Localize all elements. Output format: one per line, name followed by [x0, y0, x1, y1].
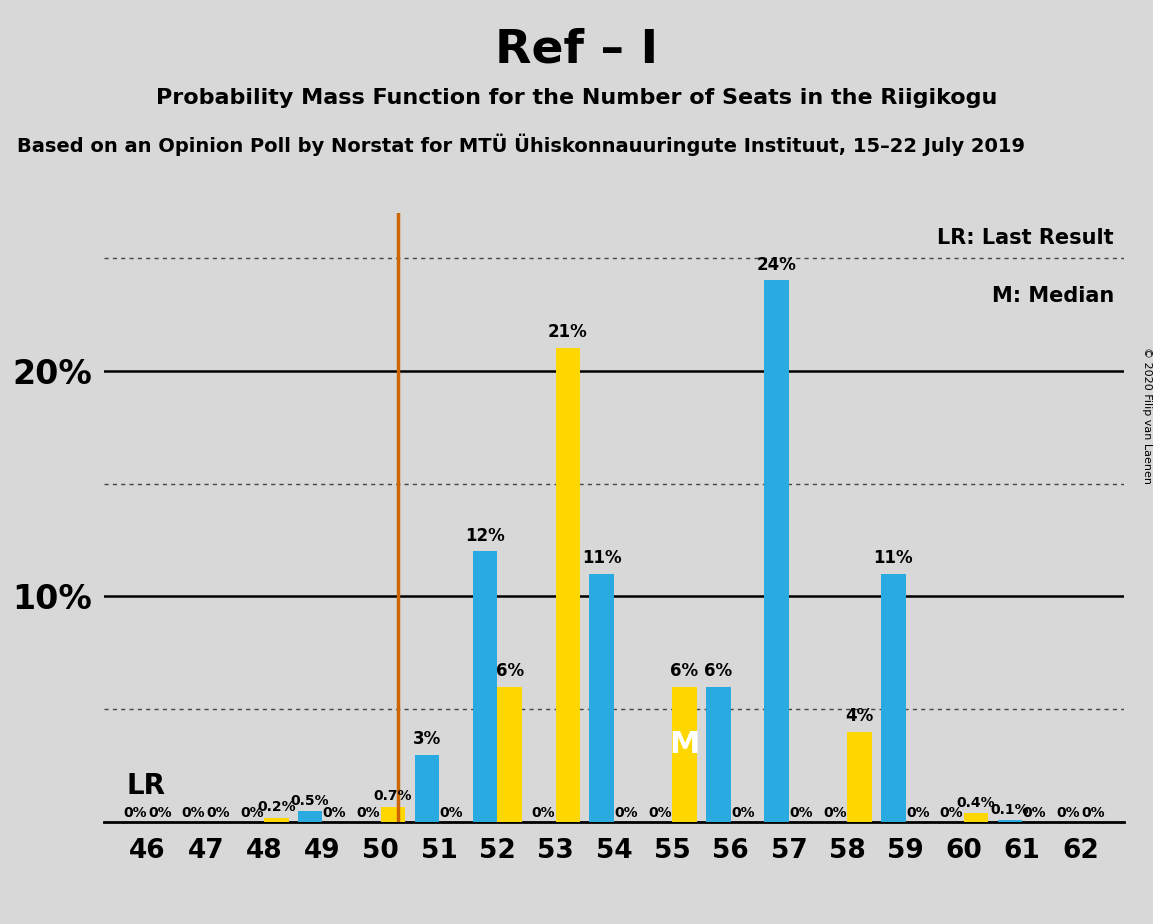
Text: 24%: 24%: [756, 256, 797, 274]
Text: 21%: 21%: [548, 323, 588, 341]
Text: 6%: 6%: [670, 663, 699, 680]
Bar: [997, 821, 1022, 822]
Text: 0%: 0%: [1080, 806, 1105, 821]
Text: 0%: 0%: [790, 806, 813, 821]
Bar: [556, 348, 580, 822]
Text: 0%: 0%: [206, 806, 229, 821]
Bar: [847, 732, 872, 822]
Bar: [881, 574, 905, 822]
Text: 6%: 6%: [704, 663, 732, 680]
Text: 0%: 0%: [439, 806, 464, 821]
Text: © 2020 Filip van Laenen: © 2020 Filip van Laenen: [1143, 347, 1152, 484]
Bar: [380, 807, 405, 822]
Text: 11%: 11%: [582, 549, 621, 567]
Bar: [964, 813, 988, 822]
Bar: [264, 818, 288, 822]
Text: 0%: 0%: [323, 806, 347, 821]
Text: 0.5%: 0.5%: [291, 794, 330, 808]
Text: M: M: [670, 730, 700, 760]
Text: 0%: 0%: [823, 806, 846, 821]
Bar: [297, 811, 323, 822]
Text: LR: LR: [127, 772, 166, 800]
Text: 0%: 0%: [906, 806, 929, 821]
Bar: [589, 574, 615, 822]
Bar: [497, 687, 522, 822]
Text: 6%: 6%: [496, 663, 523, 680]
Text: 0.2%: 0.2%: [257, 800, 295, 814]
Bar: [764, 280, 789, 822]
Bar: [672, 687, 696, 822]
Text: 0%: 0%: [731, 806, 755, 821]
Text: 0%: 0%: [182, 806, 205, 821]
Text: 0%: 0%: [123, 806, 148, 821]
Text: 0%: 0%: [648, 806, 672, 821]
Text: 11%: 11%: [874, 549, 913, 567]
Bar: [415, 755, 439, 822]
Text: Probability Mass Function for the Number of Seats in the Riigikogu: Probability Mass Function for the Number…: [156, 88, 997, 108]
Text: 0.1%: 0.1%: [990, 803, 1030, 817]
Text: 0%: 0%: [1056, 806, 1080, 821]
Bar: [473, 552, 497, 822]
Text: 0%: 0%: [615, 806, 638, 821]
Text: 12%: 12%: [465, 527, 505, 544]
Text: 0%: 0%: [532, 806, 556, 821]
Text: 3%: 3%: [413, 730, 440, 748]
Text: 0%: 0%: [1023, 806, 1046, 821]
Text: 0.4%: 0.4%: [957, 796, 995, 810]
Text: 0%: 0%: [240, 806, 264, 821]
Text: 0%: 0%: [940, 806, 964, 821]
Text: 0%: 0%: [356, 806, 380, 821]
Text: 4%: 4%: [845, 707, 874, 725]
Text: 0%: 0%: [148, 806, 172, 821]
Bar: [706, 687, 731, 822]
Text: LR: Last Result: LR: Last Result: [937, 227, 1114, 248]
Text: Based on an Opinion Poll by Norstat for MTÜ Ühiskonnauuringute Instituut, 15–22 : Based on an Opinion Poll by Norstat for …: [17, 134, 1025, 156]
Text: Ref – I: Ref – I: [495, 28, 658, 73]
Text: M: Median: M: Median: [992, 286, 1114, 306]
Text: 0.7%: 0.7%: [374, 789, 413, 803]
